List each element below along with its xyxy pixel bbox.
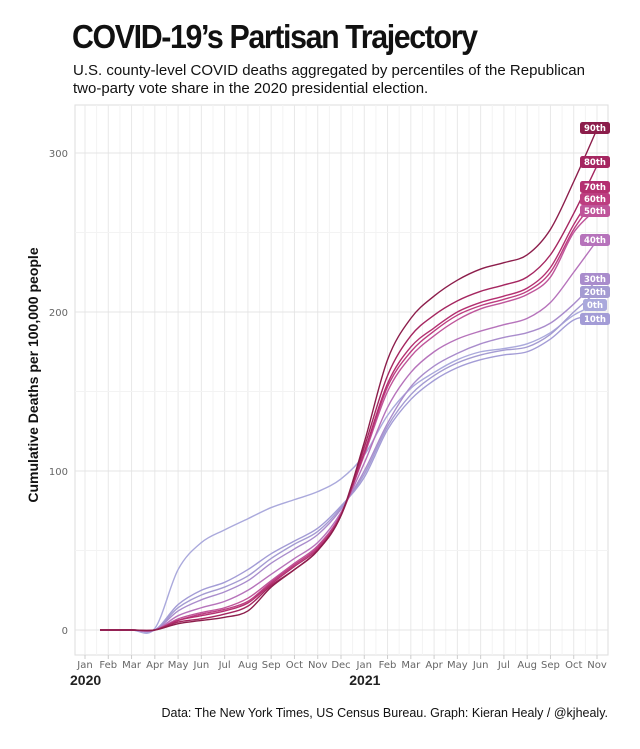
series-label-bg bbox=[580, 181, 610, 193]
series-label-70th: 70th bbox=[580, 181, 610, 193]
series-label-90th: 90th bbox=[580, 122, 610, 134]
x-tick-label: May bbox=[447, 660, 468, 671]
series-label-text: 80th bbox=[584, 158, 606, 168]
x-tick-label: Jul bbox=[218, 660, 231, 671]
x-tick-label: Sep bbox=[541, 660, 560, 671]
x-tick-label: Jun bbox=[193, 660, 210, 671]
x-tick-label: Nov bbox=[587, 660, 607, 671]
x-year-label: 2020 bbox=[70, 672, 101, 688]
y-tick-label: 200 bbox=[49, 308, 68, 319]
series-line-60th bbox=[100, 197, 598, 632]
x-tick-label: Sep bbox=[262, 660, 281, 671]
x-tick-label: Mar bbox=[122, 660, 142, 671]
x-tick-label: Jun bbox=[472, 660, 489, 671]
series-label-0th: 0th bbox=[583, 299, 607, 311]
series-label-bg bbox=[580, 122, 610, 134]
series-line-40th bbox=[100, 240, 598, 632]
series-label-40th: 40th bbox=[580, 234, 610, 246]
series-label-text: 50th bbox=[584, 207, 606, 217]
x-tick-label: Jan bbox=[356, 660, 372, 671]
series-label-20th: 20th bbox=[580, 286, 610, 298]
x-tick-label: May bbox=[168, 660, 189, 671]
series-label-bg bbox=[580, 234, 610, 246]
x-tick-label: Oct bbox=[286, 660, 303, 671]
x-tick-label: Feb bbox=[379, 660, 397, 671]
series-label-text: 60th bbox=[584, 195, 606, 205]
chart-subtitle: U.S. county-level COVID deaths aggregate… bbox=[73, 62, 585, 97]
x-tick-label: Nov bbox=[308, 660, 328, 671]
x-tick-label: Aug bbox=[238, 660, 258, 671]
series-label-50th: 50th bbox=[580, 205, 610, 217]
y-tick-label: 300 bbox=[49, 149, 68, 160]
chart-caption: Data: The New York Times, US Census Bure… bbox=[161, 706, 608, 720]
x-tick-label: Oct bbox=[565, 660, 582, 671]
series-label-80th: 80th bbox=[580, 156, 610, 168]
x-tick-label: Mar bbox=[401, 660, 421, 671]
series-line-80th bbox=[100, 165, 598, 632]
series-label-bg bbox=[580, 193, 610, 205]
series-label-bg bbox=[580, 273, 610, 285]
x-year-label: 2021 bbox=[349, 672, 380, 688]
x-tick-label: Jan bbox=[76, 660, 92, 671]
series-line-0th bbox=[100, 303, 598, 634]
series-label-bg bbox=[580, 286, 610, 298]
series-label-text: 10th bbox=[584, 315, 606, 325]
series-label-text: 0th bbox=[587, 301, 603, 311]
series-line-70th bbox=[100, 187, 598, 632]
series-label-text: 70th bbox=[584, 183, 606, 193]
series-line-50th bbox=[100, 208, 598, 632]
y-tick-label: 0 bbox=[62, 626, 68, 637]
series-label-bg bbox=[583, 299, 607, 311]
series-label-text: 20th bbox=[584, 288, 606, 298]
chart-title: COVID-19’s Partisan Trajectory bbox=[72, 18, 478, 55]
series-label-bg bbox=[580, 205, 610, 217]
x-tick-label: Apr bbox=[425, 660, 443, 671]
series-line-20th bbox=[100, 290, 598, 633]
series-line-30th bbox=[100, 279, 598, 633]
x-tick-label: Jul bbox=[497, 660, 510, 671]
x-tick-label: Aug bbox=[517, 660, 537, 671]
series-label-bg bbox=[580, 313, 610, 325]
y-axis-label: Cumulative Deaths per 100,000 people bbox=[25, 247, 41, 502]
series-line-90th bbox=[100, 128, 598, 632]
x-tick-label: Feb bbox=[99, 660, 117, 671]
y-tick-label: 100 bbox=[49, 467, 68, 478]
series-label-text: 40th bbox=[584, 236, 606, 246]
series-line-10th bbox=[100, 314, 598, 633]
series-label-bg bbox=[580, 156, 610, 168]
x-tick-label: Dec bbox=[331, 660, 350, 671]
series-label-text: 90th bbox=[584, 124, 606, 134]
x-tick-label: Apr bbox=[146, 660, 164, 671]
series-label-30th: 30th bbox=[580, 273, 610, 285]
series-label-60th: 60th bbox=[580, 193, 610, 205]
series-label-text: 30th bbox=[584, 275, 606, 285]
series-label-10th: 10th bbox=[580, 313, 610, 325]
